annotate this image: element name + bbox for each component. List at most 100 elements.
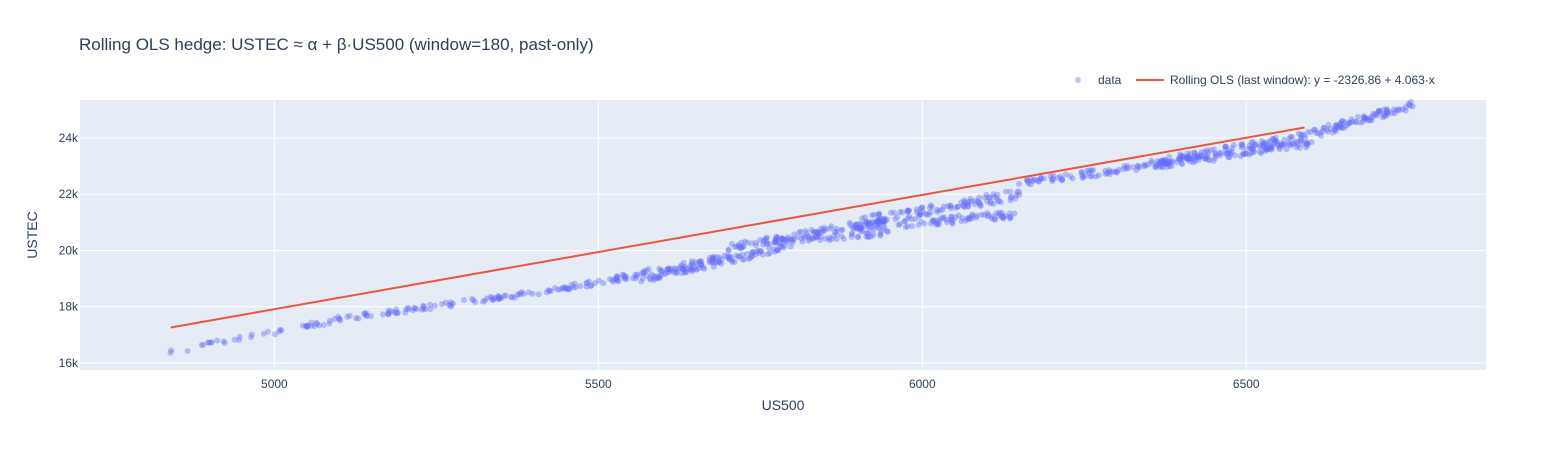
data-point — [1407, 102, 1414, 109]
data-point — [1166, 162, 1173, 169]
data-point — [1320, 124, 1327, 131]
data-point — [698, 261, 705, 268]
data-point — [672, 266, 679, 273]
data-point — [999, 213, 1006, 220]
data-point — [968, 212, 975, 219]
data-point — [849, 230, 856, 237]
data-point — [514, 291, 521, 298]
data-point — [205, 339, 212, 346]
data-point — [385, 307, 392, 314]
data-point — [1165, 160, 1172, 167]
data-point — [855, 225, 862, 232]
data-point — [876, 214, 882, 221]
data-point — [862, 214, 869, 221]
data-point — [1262, 148, 1268, 155]
data-point — [1032, 176, 1039, 183]
data-point — [299, 322, 306, 329]
data-point — [1049, 176, 1056, 183]
legend[interactable]: data Rolling OLS (last window): y = -232… — [1075, 73, 1435, 87]
data-point — [1374, 112, 1381, 119]
x-tick-label: 6500 — [1233, 377, 1260, 391]
data-point — [678, 264, 685, 271]
data-point — [709, 258, 716, 265]
data-point — [778, 235, 785, 242]
data-point — [422, 306, 429, 313]
data-point — [1222, 151, 1229, 157]
data-point — [326, 317, 333, 324]
data-point — [678, 262, 685, 269]
data-point — [264, 328, 271, 335]
data-point — [393, 306, 400, 313]
data-point — [994, 212, 1001, 219]
x-tick-label: 5000 — [261, 377, 288, 391]
data-point — [1184, 150, 1191, 157]
data-point — [1216, 152, 1223, 159]
data-point — [1007, 197, 1014, 204]
data-point — [977, 202, 984, 209]
data-point — [461, 297, 467, 303]
legend-label-data[interactable]: data — [1098, 73, 1122, 87]
data-point — [600, 280, 607, 287]
data-point — [665, 266, 672, 273]
data-point — [1082, 172, 1089, 179]
data-point — [948, 214, 955, 220]
data-point — [546, 287, 553, 294]
data-point — [304, 322, 311, 329]
data-point — [248, 331, 255, 338]
data-point — [874, 219, 881, 225]
data-point — [852, 222, 859, 229]
data-point — [899, 209, 906, 216]
data-point — [480, 298, 486, 305]
data-point — [897, 208, 904, 215]
data-point — [1239, 142, 1246, 149]
data-point — [1078, 169, 1085, 176]
data-point — [881, 224, 888, 230]
data-point — [692, 259, 699, 266]
data-point — [1297, 135, 1304, 142]
data-point — [208, 339, 215, 346]
data-point — [927, 209, 934, 216]
data-point — [978, 211, 985, 218]
data-point — [662, 270, 669, 277]
data-point — [1381, 110, 1388, 117]
data-point — [1402, 107, 1409, 114]
data-point — [1189, 159, 1196, 166]
data-point — [1360, 113, 1367, 120]
data-point — [304, 323, 311, 330]
data-point — [747, 255, 754, 262]
data-point — [221, 340, 228, 346]
data-point — [508, 294, 515, 301]
data-point — [689, 258, 695, 265]
data-point — [871, 226, 878, 233]
data-point — [721, 252, 728, 259]
y-axis-ticks: 16k 18k 20k 22k 24k — [59, 131, 79, 370]
legend-label-ols[interactable]: Rolling OLS (last window): y = -2326.86 … — [1170, 73, 1435, 87]
data-point — [697, 258, 704, 265]
data-point — [614, 273, 621, 280]
data-point — [1402, 104, 1409, 110]
data-point — [718, 256, 725, 263]
data-point — [878, 215, 885, 222]
data-point — [749, 249, 756, 256]
data-point — [977, 200, 984, 206]
data-point — [1124, 162, 1131, 169]
data-point — [921, 220, 928, 227]
data-point — [1238, 141, 1245, 148]
data-point — [1184, 156, 1191, 163]
data-point — [1338, 123, 1345, 130]
data-point — [1261, 139, 1268, 146]
data-point — [1134, 163, 1141, 170]
data-point — [673, 270, 680, 276]
data-point — [450, 300, 456, 307]
legend-marker-data — [1075, 77, 1081, 83]
data-point — [874, 221, 881, 228]
data-point — [874, 219, 881, 226]
data-point — [919, 205, 926, 211]
data-point — [876, 224, 883, 231]
data-point — [919, 204, 926, 211]
data-point — [791, 231, 798, 238]
data-point — [316, 322, 323, 329]
data-point — [860, 222, 867, 229]
data-point — [1130, 164, 1136, 170]
data-point — [876, 220, 883, 227]
